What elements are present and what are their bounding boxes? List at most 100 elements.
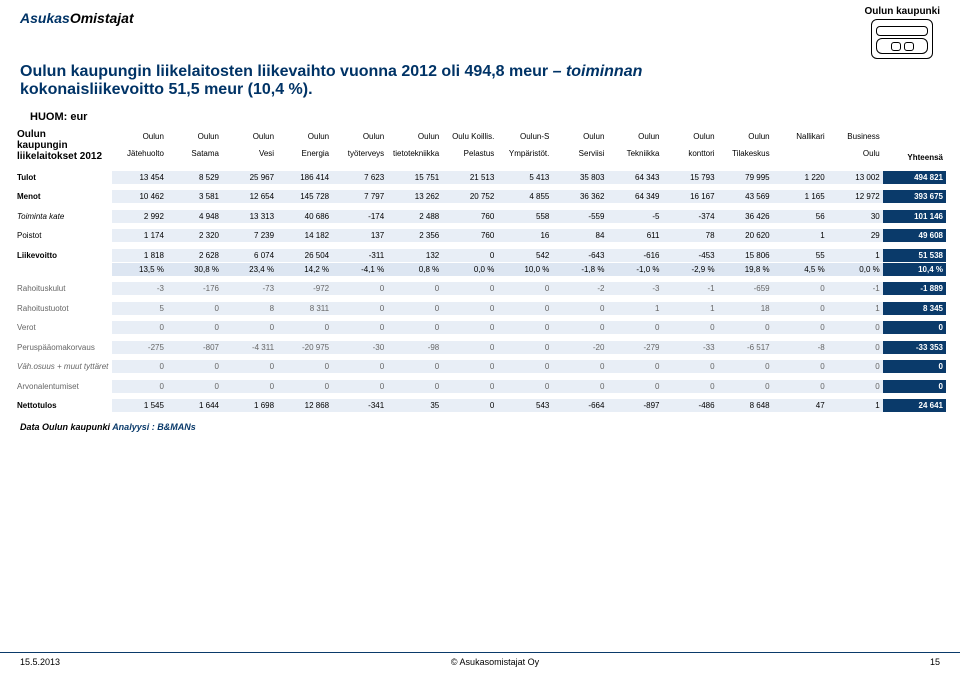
header-row-1: Oulun kaupungin liikelaitokset 2012 Oulu… (14, 127, 946, 143)
cell: 0 (497, 301, 552, 315)
cell: 0 (167, 360, 222, 374)
cell: 0 (718, 321, 773, 335)
title-line1a: Oulun kaupungin liikelaitosten liikevaih… (20, 63, 553, 80)
org-title-3: liikelaitokset 2012 (17, 151, 109, 162)
cell: -374 (663, 209, 718, 223)
cell: 0 (167, 379, 222, 393)
cell: 145 728 (277, 190, 332, 204)
table-row: Nettotulos1 5451 6441 69812 868-34135054… (14, 399, 946, 413)
title-line2: kokonaisliikevoitto 51,5 meur (10,4 %). (20, 81, 940, 99)
col-top: Oulun (167, 127, 222, 143)
cell: 15 793 (663, 170, 718, 184)
cell: 0 (442, 340, 497, 354)
cell: -486 (663, 399, 718, 413)
cell: 14,2 % (277, 262, 332, 276)
title-line1b: – toiminnan (553, 63, 643, 80)
table-row: Väh.osuus + muut tyttäret000000000000000 (14, 360, 946, 374)
cell: 0 (387, 360, 442, 374)
cell: 0 (442, 321, 497, 335)
row-label: Tulot (14, 170, 112, 184)
cell: 1 (828, 248, 883, 262)
cell: 1 (773, 229, 828, 243)
cell: -2 (552, 282, 607, 296)
cell: 1 165 (773, 190, 828, 204)
cell: 15 806 (718, 248, 773, 262)
cell: -73 (222, 282, 277, 296)
cell: 0 (332, 282, 387, 296)
cell: 4 855 (497, 190, 552, 204)
cell: 26 504 (277, 248, 332, 262)
cell: 5 413 (497, 170, 552, 184)
total-cell: 51 538 (883, 248, 946, 262)
cell: 7 239 (222, 229, 277, 243)
total-cell: 49 608 (883, 229, 946, 243)
cell: 760 (442, 209, 497, 223)
cell: 1 (828, 399, 883, 413)
row-label (14, 262, 112, 276)
cell: -4 311 (222, 340, 277, 354)
cell: 7 623 (332, 170, 387, 184)
cell: 0 (497, 340, 552, 354)
brand-part2: Omistajat (70, 10, 134, 26)
cell: -20 975 (277, 340, 332, 354)
row-label: Rahoitustuotot (14, 301, 112, 315)
cell: 0 (332, 301, 387, 315)
cell: 0 (497, 379, 552, 393)
badge-icon (871, 19, 933, 59)
org-title-1: Oulun (17, 129, 109, 140)
cell: 15 751 (387, 170, 442, 184)
cell: -275 (112, 340, 167, 354)
cell: 20 752 (442, 190, 497, 204)
col-bot (773, 143, 828, 164)
cell: -279 (607, 340, 662, 354)
header-row-2: Jätehuolto Satama Vesi Energia työtervey… (14, 143, 946, 164)
cell: 12 972 (828, 190, 883, 204)
cell: 0 (773, 379, 828, 393)
col-top: Oulun (222, 127, 277, 143)
col-top: Oulun (387, 127, 442, 143)
col-bot: Ympäristöt. (497, 143, 552, 164)
cell: 43 569 (718, 190, 773, 204)
col-bot: konttori (663, 143, 718, 164)
cell: 2 628 (167, 248, 222, 262)
cell: 35 (387, 399, 442, 413)
total-cell: -33 353 (883, 340, 946, 354)
cell: 84 (552, 229, 607, 243)
cell: 21 513 (442, 170, 497, 184)
col-bot: Pelastus (442, 143, 497, 164)
cell: 12 868 (277, 399, 332, 413)
total-cell: 0 (883, 360, 946, 374)
col-top: Oulun (663, 127, 718, 143)
col-top: Oulun-S (497, 127, 552, 143)
cell: -3 (607, 282, 662, 296)
cell: 0 (663, 321, 718, 335)
col-total: Yhteensä (883, 127, 946, 164)
table-body: Tulot13 4548 52925 967186 4147 62315 751… (14, 164, 946, 412)
cell: 1 644 (167, 399, 222, 413)
col-bot: Jätehuolto (112, 143, 167, 164)
cell: 8 529 (167, 170, 222, 184)
cell: 137 (332, 229, 387, 243)
cell: 10,0 % (497, 262, 552, 276)
table-row: Rahoituskulut-3-176-73-9720000-2-3-1-659… (14, 282, 946, 296)
row-label: Liikevoitto (14, 248, 112, 262)
cell: 30 (828, 209, 883, 223)
row-label: Peruspääomakorvaus (14, 340, 112, 354)
cell: 64 349 (607, 190, 662, 204)
cell: -807 (167, 340, 222, 354)
cell: 542 (497, 248, 552, 262)
cell: -643 (552, 248, 607, 262)
cell: 0 (442, 379, 497, 393)
cell: 0 (332, 379, 387, 393)
cell: 1 174 (112, 229, 167, 243)
cell: 1 (828, 301, 883, 315)
cell: 8 648 (718, 399, 773, 413)
cell: 1 (607, 301, 662, 315)
cell: -897 (607, 399, 662, 413)
city-badge: Oulun kaupunki (864, 6, 940, 59)
cell: 64 343 (607, 170, 662, 184)
col-bot: Tilakeskus (718, 143, 773, 164)
col-top: Oulun (277, 127, 332, 143)
badge-shape (876, 38, 928, 54)
analysis-by: Analyysi : B&MANs (112, 422, 196, 432)
